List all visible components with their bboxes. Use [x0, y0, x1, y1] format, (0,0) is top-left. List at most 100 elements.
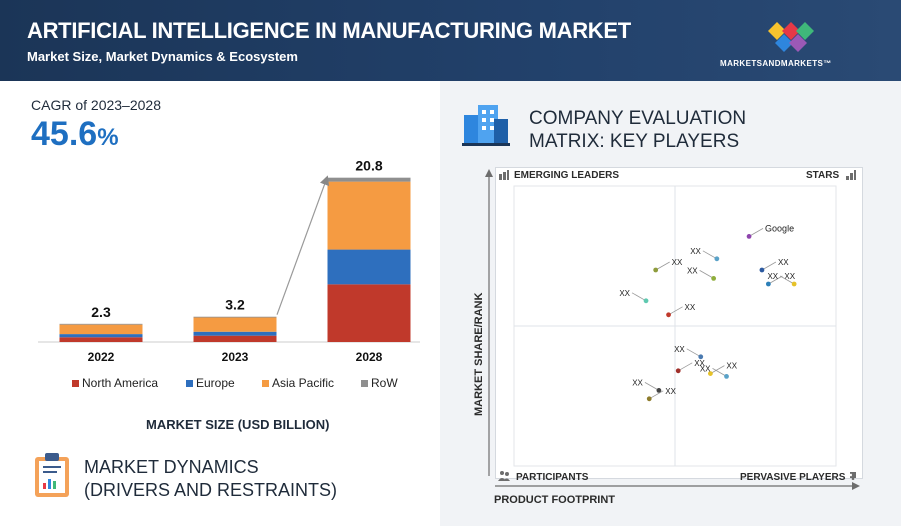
quadrant-label-emerging-leaders: EMERGING LEADERS — [514, 170, 620, 181]
point-leader-line — [761, 261, 777, 271]
company-label: XX — [685, 303, 696, 312]
legend-label: Asia Pacific — [272, 376, 335, 390]
participants-icon — [498, 471, 510, 481]
bar-segment — [193, 331, 277, 336]
quadrant-label-participants: PARTICIPANTS — [516, 472, 589, 483]
point-leader-line — [655, 261, 670, 271]
company-point — [765, 281, 771, 287]
bar-segment — [193, 317, 277, 332]
point-leader-line — [779, 275, 795, 285]
bar-total-label: 20.8 — [355, 158, 382, 174]
point-leader-line — [702, 250, 718, 260]
company-label: XX — [619, 289, 630, 298]
company-point — [708, 371, 713, 376]
company-point — [746, 234, 752, 239]
point-leader-line — [631, 292, 647, 302]
point-leader-line — [748, 228, 764, 237]
bar-segment — [193, 335, 277, 342]
bar-total-label: 2.3 — [91, 304, 111, 320]
legend-swatch — [186, 379, 193, 387]
company-point — [759, 267, 765, 273]
market-dynamics-title: MARKET DYNAMICS (DRIVERS AND RESTRAINTS) — [84, 456, 337, 502]
market-size-axis-title: MARKET SIZE (USD BILLION) — [146, 417, 330, 432]
point-leader-line — [768, 275, 783, 285]
market-size-panel: CAGR of 2023–2028 45.6% 2.3 2022 3.2 2023 20… — [0, 81, 440, 526]
bar-segment — [327, 181, 411, 250]
quadrant-label-stars: STARS — [806, 170, 840, 181]
cagr-number: 45.6 — [31, 115, 98, 153]
legend-swatch — [262, 379, 269, 387]
point-leader-line — [644, 382, 660, 391]
evaluation-matrix-title: COMPANY EVALUATION MATRIX: KEY PLAYERS — [529, 108, 747, 152]
legend-swatch — [361, 379, 368, 387]
cagr-unit: % — [97, 124, 119, 151]
emerging-leaders-icon — [499, 170, 509, 180]
legend-item-north-america: North America — [72, 376, 158, 390]
company-label: XX — [672, 258, 683, 267]
legend-swatch — [72, 379, 79, 387]
pervasive-players-icon — [846, 472, 856, 480]
company-label: XX — [694, 359, 705, 368]
company-point — [714, 256, 720, 262]
x-axis-arrowhead — [852, 482, 860, 490]
company-label: XX — [687, 266, 698, 275]
company-point — [666, 312, 671, 318]
bar-total-label: 3.2 — [225, 297, 245, 313]
point-leader-line — [678, 362, 693, 372]
y-axis-arrowhead — [485, 169, 493, 177]
company-label: XX — [665, 387, 676, 396]
bar-segment — [59, 337, 143, 342]
company-point — [653, 267, 659, 273]
market-dynamics-line2: (DRIVERS AND RESTRAINTS) — [84, 480, 338, 500]
header-banner: ARTIFICIAL INTELLIGENCE IN MANUFACTURING… — [0, 0, 901, 81]
company-point — [698, 354, 704, 360]
company-point — [656, 388, 662, 393]
page-subtitle: Market Size, Market Dynamics & Ecosystem — [27, 49, 298, 64]
legend-label: RoW — [371, 376, 398, 390]
evaluation-matrix-panel: COMPANY EVALUATION MATRIX: KEY PLAYERS E… — [440, 81, 901, 526]
x-tick-label: 2023 — [222, 350, 249, 364]
company-point — [675, 368, 681, 374]
point-leader-line — [710, 365, 725, 374]
point-leader-line — [649, 390, 664, 400]
bar-segment — [193, 316, 277, 318]
company-point — [711, 276, 717, 281]
growth-arrow — [276, 175, 330, 315]
point-leader-line — [686, 348, 701, 358]
bar-segment — [327, 177, 411, 182]
x-tick-label: 2028 — [356, 350, 383, 364]
bar-segment — [59, 334, 143, 338]
company-point — [646, 396, 652, 402]
market-dynamics-line1: MARKET DYNAMICS — [84, 457, 259, 477]
clipboard-icon — [35, 453, 69, 497]
legend-label: Europe — [196, 376, 235, 390]
point-leader-line — [668, 306, 683, 316]
company-point — [791, 281, 797, 287]
company-point — [643, 298, 649, 304]
company-label: XX — [784, 272, 795, 281]
company-label: XX — [700, 364, 711, 373]
legend-item-row: RoW — [361, 376, 398, 390]
company-label: XX — [767, 272, 778, 281]
legend-item-asia-pacific: Asia Pacific — [262, 376, 334, 390]
buildings-icon — [462, 105, 510, 146]
bar-segment — [327, 249, 411, 285]
bar-segment — [59, 323, 143, 325]
point-leader-line — [712, 368, 727, 377]
matrix-x-axis-label: PRODUCT FOOTPRINT — [494, 494, 615, 506]
stars-icon — [846, 170, 856, 180]
page-title: ARTIFICIAL INTELLIGENCE IN MANUFACTURING… — [27, 18, 631, 43]
legend-label: North America — [82, 376, 159, 390]
point-leader-line — [699, 270, 714, 279]
brand-diamond-icon — [768, 22, 814, 52]
legend-item-europe: Europe — [186, 376, 235, 390]
bar-segment — [59, 324, 143, 335]
bar-segment — [327, 284, 411, 342]
company-label: XX — [726, 362, 737, 371]
company-label: XX — [690, 247, 701, 256]
brand-wordmark: MARKETSANDMARKETS™ — [720, 59, 832, 68]
cagr-label: CAGR of 2023–2028 — [31, 97, 161, 113]
quadrant-label-pervasive-players: PERVASIVE PLAYERS — [740, 472, 846, 483]
company-label: Google — [765, 223, 794, 233]
